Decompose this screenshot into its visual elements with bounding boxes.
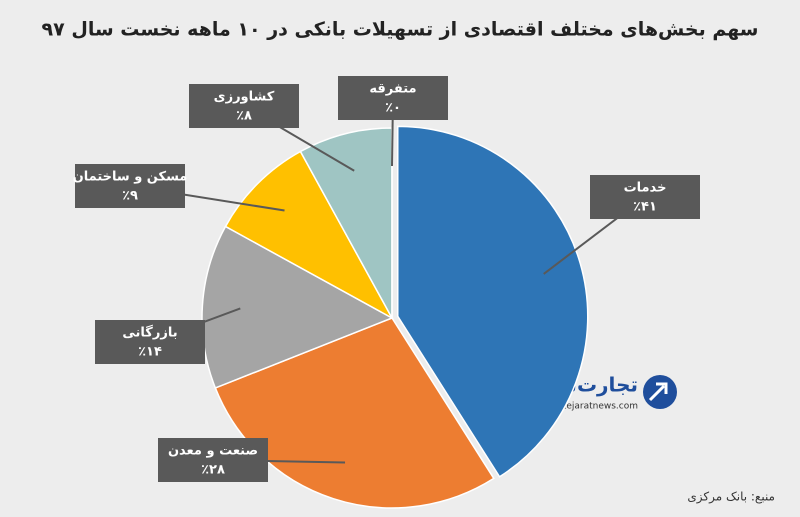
- slice-label: بازرگانی: [122, 325, 177, 341]
- pie-slice: [201, 225, 394, 389]
- label-box: [338, 76, 448, 120]
- slice-label: صنعت و معدن: [168, 444, 258, 459]
- label-box: [590, 175, 700, 219]
- pie-slice: [299, 127, 393, 319]
- logo-url: www.tejaratnews.com: [539, 402, 638, 412]
- chart-title: سهم بخش‌های مختلف اقتصادی از تسهیلات بان…: [42, 19, 759, 41]
- slice-label: مسکن و ساختمان: [73, 170, 188, 185]
- source: منبع: بانک مرکزی: [687, 490, 775, 505]
- pie-slice: [397, 125, 589, 478]
- value-label: ٪۸: [236, 109, 252, 124]
- value-label: ٪۹: [122, 189, 138, 204]
- slice-label: خدمات: [624, 181, 667, 196]
- pie-slice: [224, 150, 394, 320]
- label-box: [189, 84, 299, 128]
- value-label: ٪۰: [385, 101, 401, 116]
- label-box: [75, 164, 185, 208]
- value-label: ٪۲۸: [201, 463, 225, 478]
- logo-arrow: [648, 382, 668, 402]
- value-label: ٪۱۴: [138, 345, 162, 360]
- slice-label: کشاورزی: [214, 90, 275, 105]
- slice-label: متفرقه: [369, 82, 416, 97]
- label-box: [95, 320, 205, 364]
- label-box: [158, 438, 268, 482]
- value-label: ٪۴۱: [633, 200, 657, 215]
